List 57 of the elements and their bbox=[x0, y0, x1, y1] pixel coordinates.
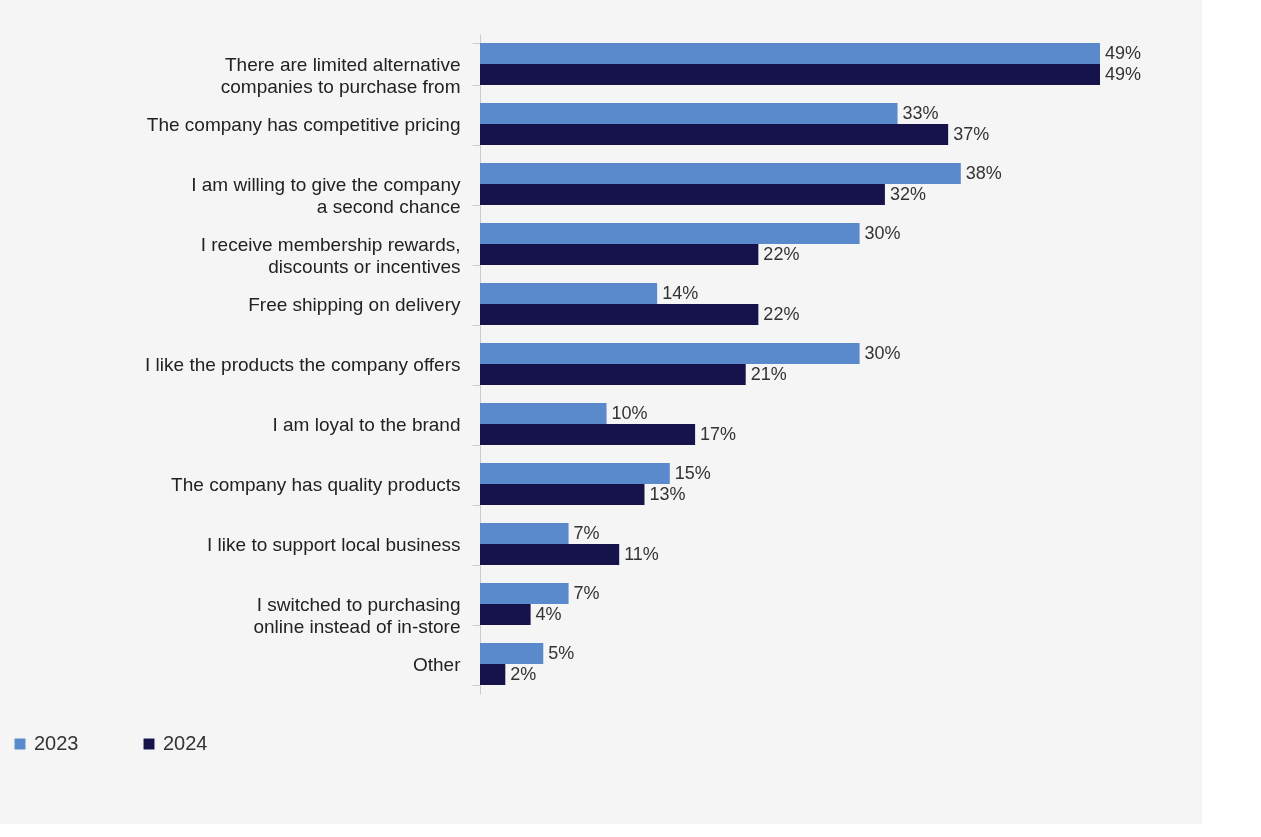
data-label: 2% bbox=[510, 663, 537, 684]
bar bbox=[480, 343, 860, 364]
bar bbox=[480, 403, 607, 424]
bar bbox=[480, 604, 531, 625]
bar bbox=[480, 544, 620, 565]
bar bbox=[480, 124, 949, 145]
data-label: 4% bbox=[535, 603, 562, 624]
bar bbox=[480, 304, 759, 325]
data-label: 5% bbox=[548, 642, 575, 663]
bar bbox=[480, 643, 544, 664]
bar bbox=[480, 103, 898, 124]
data-label: 30% bbox=[864, 342, 901, 363]
bar bbox=[480, 424, 696, 445]
bar bbox=[480, 484, 645, 505]
bar bbox=[480, 163, 961, 184]
y-tick-label: The company has competitive pricing bbox=[146, 113, 461, 135]
bar bbox=[480, 364, 746, 385]
bar bbox=[480, 463, 670, 484]
y-tick-label: I receive membership rewards, discounts or incentives bbox=[200, 233, 461, 277]
y-tick-label: There are limited alternative companies to purchase from bbox=[220, 53, 461, 97]
y-tick-label: I like the products the company offers bbox=[145, 353, 461, 375]
data-label: 14% bbox=[662, 282, 699, 303]
y-tick-label: I like to support local business bbox=[207, 533, 461, 555]
y-tick-label: I am loyal to the brand bbox=[272, 413, 461, 435]
y-tick-label: Other bbox=[412, 653, 462, 675]
data-label: 7% bbox=[573, 582, 600, 603]
bar bbox=[480, 223, 860, 244]
data-label: 21% bbox=[750, 363, 787, 384]
legend-label: 2023 bbox=[34, 732, 79, 754]
data-label: 30% bbox=[864, 222, 901, 243]
bar bbox=[480, 664, 506, 685]
data-label: 49% bbox=[1105, 42, 1142, 63]
data-label: 49% bbox=[1105, 63, 1142, 84]
bar bbox=[480, 583, 569, 604]
data-label: 22% bbox=[763, 303, 800, 324]
data-label: 38% bbox=[965, 162, 1002, 183]
data-label: 32% bbox=[889, 183, 926, 204]
data-label: 11% bbox=[624, 543, 659, 564]
data-label: 37% bbox=[953, 123, 990, 144]
y-tick-label: The company has quality products bbox=[171, 473, 461, 495]
data-label: 13% bbox=[649, 483, 686, 504]
y-tick-label: Free shipping on delivery bbox=[248, 293, 461, 315]
bar bbox=[480, 244, 759, 265]
bar bbox=[480, 64, 1100, 85]
bar bbox=[480, 283, 658, 304]
data-label: 17% bbox=[700, 423, 737, 444]
data-label: 15% bbox=[674, 462, 711, 483]
data-label: 10% bbox=[611, 402, 648, 423]
data-label: 22% bbox=[763, 243, 800, 264]
data-label: 7% bbox=[573, 522, 600, 543]
bar bbox=[480, 523, 569, 544]
bar bbox=[480, 43, 1100, 64]
data-label: 33% bbox=[902, 102, 939, 123]
y-tick-label: I switched to purchasing online instead of in-store bbox=[253, 593, 461, 637]
legend-label: 2024 bbox=[163, 732, 208, 754]
bar bbox=[480, 184, 885, 205]
y-tick-label: I am willing to give the company a second chance bbox=[191, 173, 461, 217]
